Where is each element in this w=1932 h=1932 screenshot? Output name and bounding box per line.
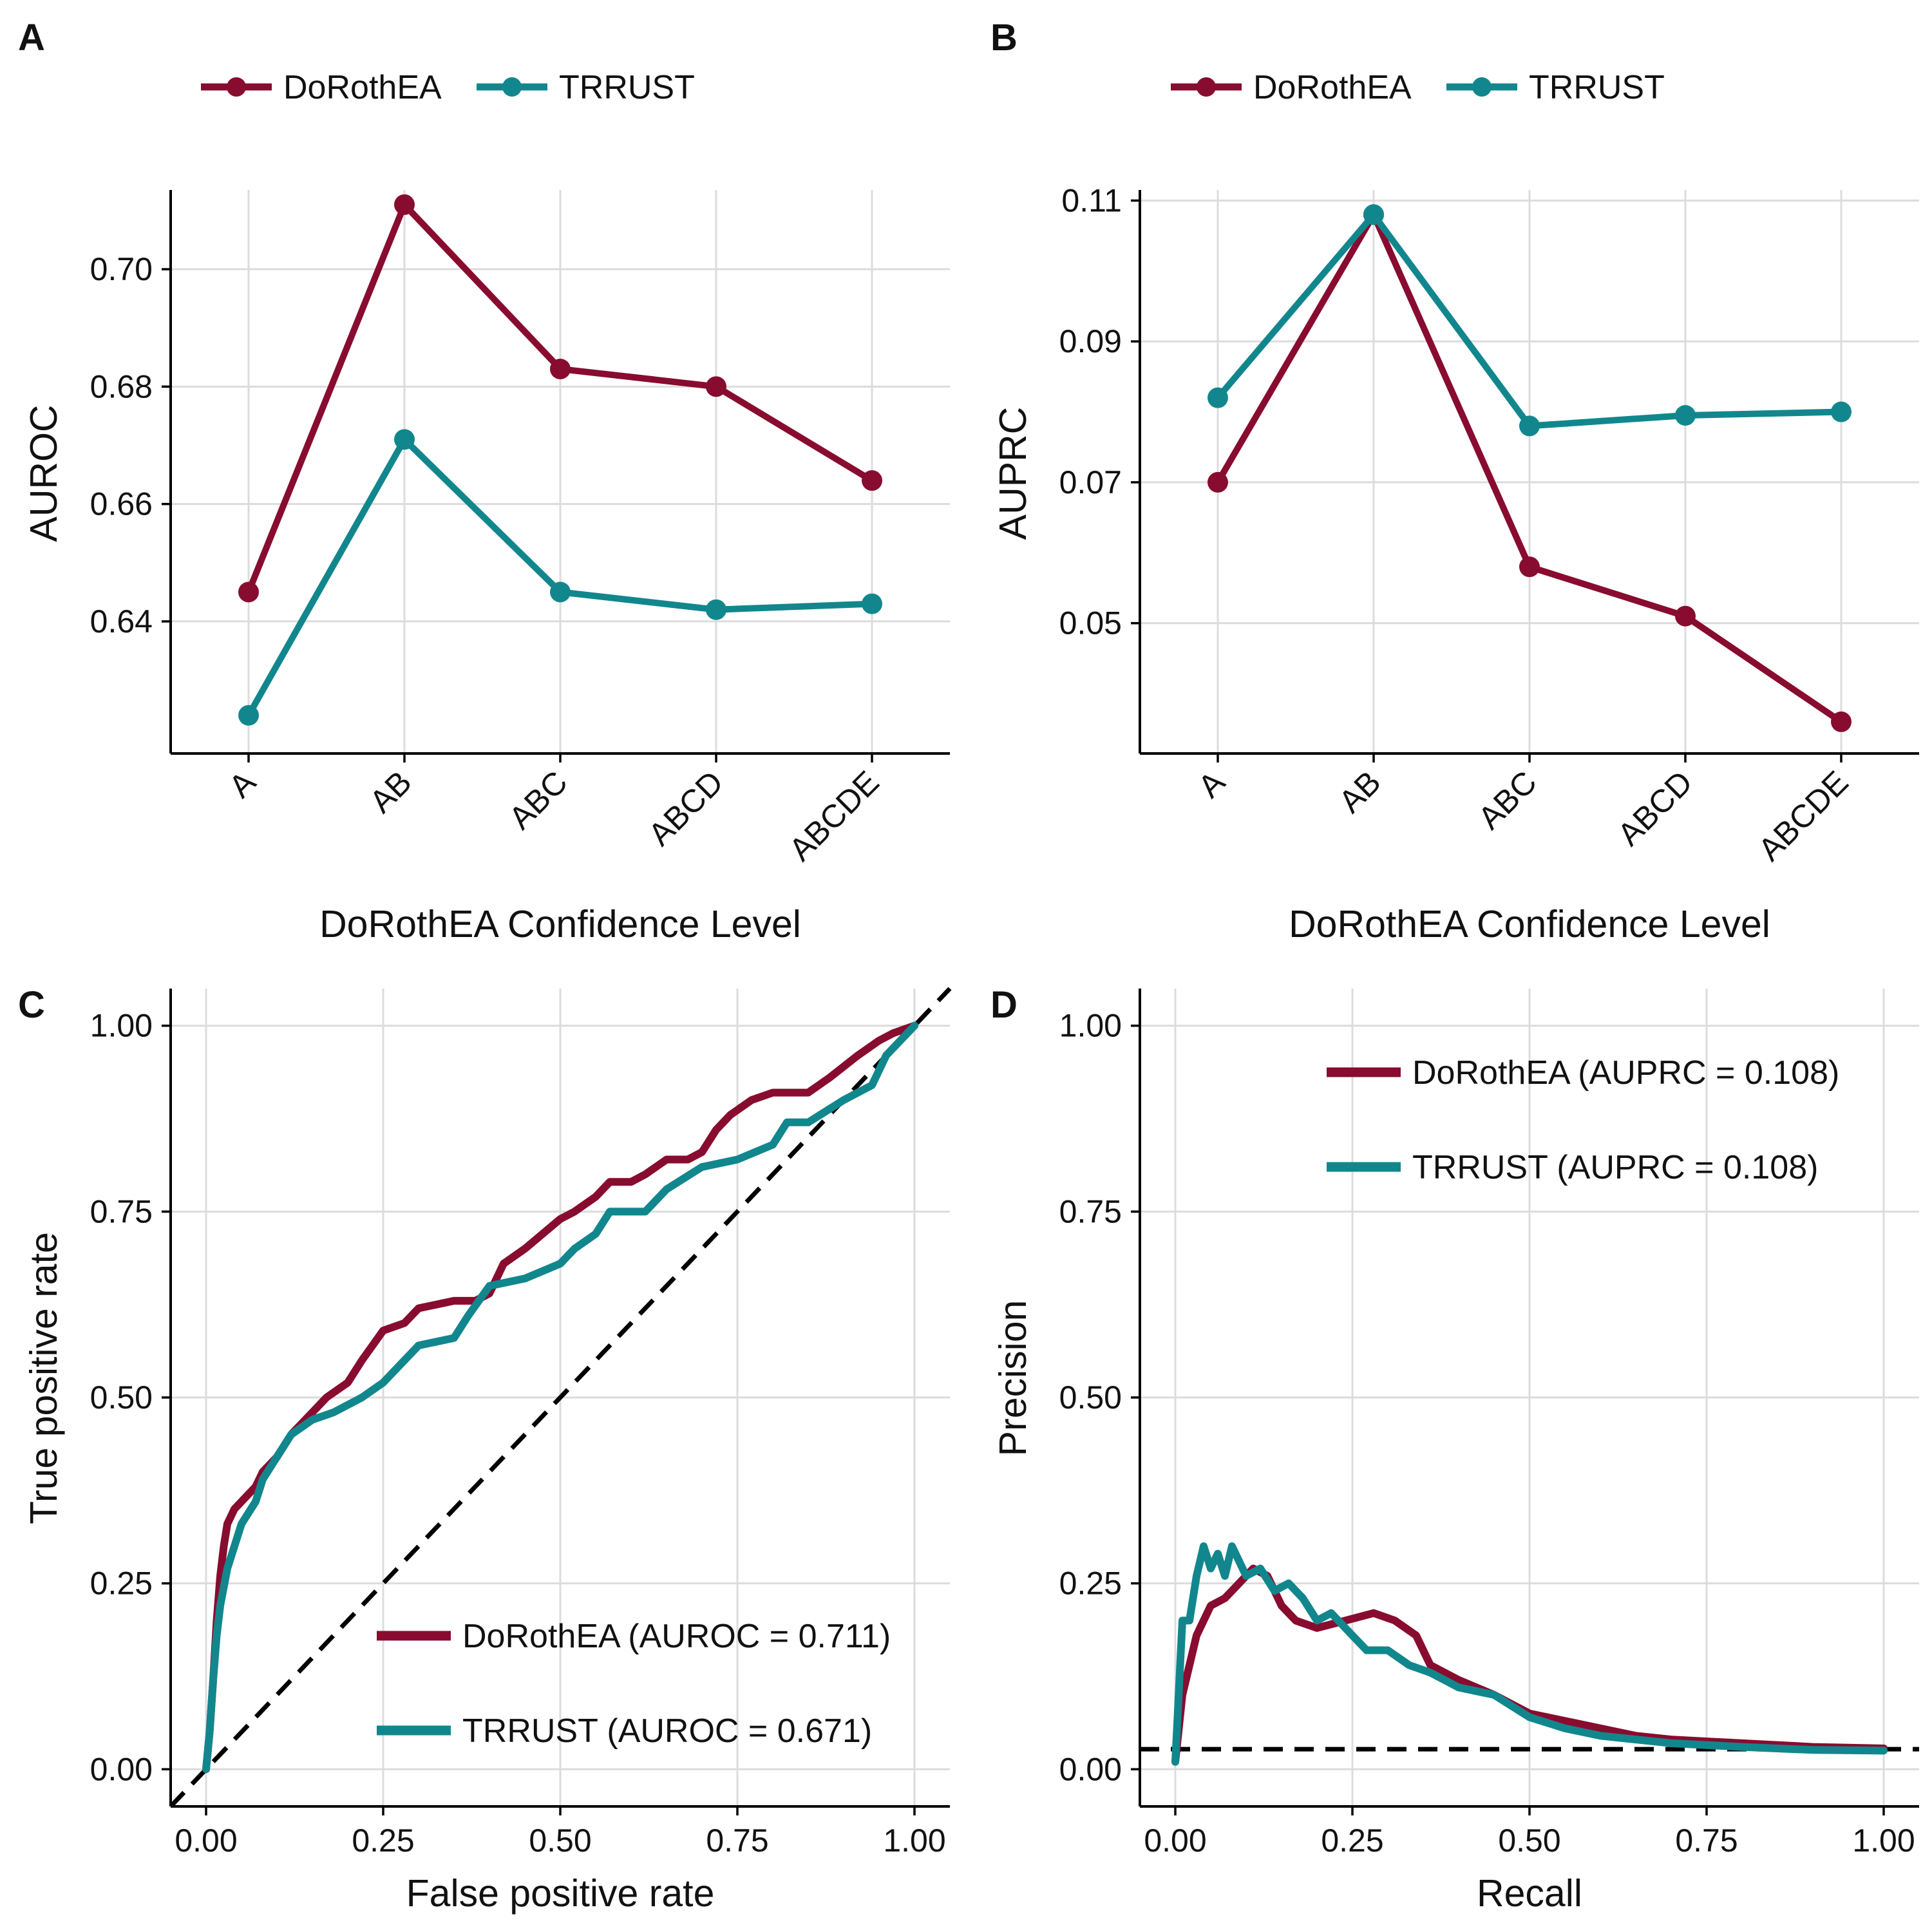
panel-a-legend-dorothea-marker: [227, 77, 246, 97]
panel-c-xtick-2: 0.50: [529, 1823, 591, 1859]
panel-d-xtick-1: 0.25: [1321, 1823, 1383, 1859]
panel-b-xtick-abcde: ABCDE: [1751, 764, 1855, 867]
panel-d-xtick-2: 0.50: [1498, 1823, 1560, 1859]
panel-a-plot: [162, 190, 950, 762]
panel-c-legend: DoRothEA (AUROC = 0.711) TRRUST (AUROC =…: [377, 1618, 891, 1750]
panel-c-ytick-2: 0.50: [90, 1379, 153, 1416]
panel-d-ytick-1: 0.25: [1059, 1566, 1122, 1602]
panel-c-trrust-line: [202, 1021, 918, 1774]
panel-b-legend-dorothea-marker: [1197, 77, 1216, 97]
panel-a-letter: A: [18, 17, 45, 59]
panel-b-trrust-point-1: [1363, 204, 1384, 225]
panel-a-legend-dorothea-label: DoRothEA: [283, 69, 442, 106]
panel-a-legend-trrust-marker: [502, 77, 522, 97]
panel-b-dorothea-point-0: [1208, 471, 1228, 493]
panel-b-legend-dorothea-label: DoRothEA: [1253, 69, 1412, 106]
panel-b-trrust-point-4: [1831, 401, 1852, 422]
panel-c-xtick-4: 1.00: [883, 1823, 945, 1859]
panel-d-xtick-0: 0.00: [1144, 1823, 1206, 1859]
panel-b-legend: DoRothEA TRRUST: [1171, 69, 1665, 106]
panel-a-ytick-1: 0.66: [90, 486, 153, 522]
panel-d: D 0.00 0.25 0.50 0.75 1.00 0.00 0.25 0.5…: [990, 984, 1919, 1915]
panel-d-dorothea-line: [1171, 1564, 1888, 1766]
panel-b-y-axis-title: AUPRC: [992, 407, 1034, 540]
panel-d-trrust-line: [1171, 1542, 1888, 1766]
panel-c: C 0.00 0.25 0.50 0.75 1.00 0.00 0.25 0.5…: [18, 984, 952, 1915]
panel-a-ytick-0: 0.64: [90, 603, 153, 639]
panel-d-ytick-2: 0.50: [1059, 1379, 1122, 1416]
panel-b-dorothea-point-3: [1675, 605, 1696, 627]
panel-b-xtick-a: A: [1191, 764, 1233, 805]
panel-d-legend: DoRothEA (AUPRC = 0.108) TRRUST (AUPRC =…: [1327, 1054, 1839, 1186]
panel-c-xtick-0: 0.00: [175, 1823, 237, 1859]
panel-b: B DoRothEA TRRUST A AB ABC ABCD ABCDE 0.…: [990, 17, 1919, 945]
panel-b-legend-trrust-label: TRRUST: [1529, 69, 1665, 106]
panel-a-xtick-abc: ABC: [502, 764, 574, 836]
panel-c-y-axis-title: True positive rate: [23, 1232, 65, 1524]
panel-a-trrust-point-1: [394, 429, 415, 450]
panel-d-legend-trrust-label: TRRUST (AUPRC = 0.108): [1412, 1149, 1818, 1186]
panel-b-x-axis-title: DoRothEA Confidence Level: [1289, 903, 1770, 945]
panel-a-xtick-abcd: ABCD: [641, 764, 730, 853]
panel-d-plot: [1131, 989, 1919, 1815]
panel-d-x-axis-title: Recall: [1477, 1872, 1582, 1915]
panel-c-reference-line: [169, 987, 952, 1808]
panel-a-xtick-abcde: ABCDE: [782, 764, 886, 867]
panel-a-dorothea-point-4: [862, 470, 882, 491]
panel-b-dorothea-point-4: [1831, 711, 1852, 732]
panel-d-letter: D: [990, 984, 1018, 1026]
panel-a-trrust-point-3: [706, 599, 726, 620]
panel-a-trrust-point-2: [550, 582, 571, 603]
panel-d-xtick-4: 1.00: [1852, 1823, 1915, 1859]
panel-b-plot: [1131, 190, 1919, 762]
panel-d-ytick-3: 0.75: [1059, 1193, 1122, 1229]
panel-a-xtick-a: A: [222, 764, 263, 805]
panel-c-x-axis-title: False positive rate: [406, 1872, 715, 1915]
panel-b-dorothea-point-2: [1519, 556, 1540, 578]
panel-b-xtick-abc: ABC: [1471, 764, 1543, 836]
panel-b-trrust-point-3: [1675, 405, 1696, 426]
panel-b-xtick-abcd: ABCD: [1611, 764, 1700, 853]
panel-c-ytick-0: 0.00: [90, 1751, 153, 1787]
panel-d-ytick-4: 1.00: [1059, 1008, 1122, 1044]
panel-d-xtick-3: 0.75: [1675, 1823, 1738, 1859]
panel-b-ytick-2: 0.09: [1059, 323, 1122, 359]
panel-a-y-axis-title: AUROC: [23, 404, 65, 542]
panel-a-ytick-3: 0.70: [90, 251, 153, 287]
panel-c-ytick-3: 0.75: [90, 1193, 153, 1229]
panel-a-dorothea-point-0: [238, 582, 259, 603]
panel-b-xtick-ab: AB: [1332, 764, 1388, 820]
panel-a-legend: DoRothEA TRRUST: [201, 69, 695, 106]
panel-d-legend-dorothea-label: DoRothEA (AUPRC = 0.108): [1412, 1054, 1839, 1092]
panel-c-ytick-1: 0.25: [90, 1566, 153, 1602]
panel-a-legend-trrust-label: TRRUST: [559, 69, 695, 106]
panel-a-xtick-ab: AB: [363, 764, 419, 820]
panel-b-letter: B: [990, 17, 1018, 59]
panel-c-plot: [162, 987, 952, 1815]
panel-c-xtick-3: 0.75: [706, 1823, 768, 1859]
panel-a-dorothea-point-3: [706, 376, 726, 397]
panel-c-ytick-4: 1.00: [90, 1008, 153, 1044]
panel-a-x-axis-title: DoRothEA Confidence Level: [319, 903, 801, 945]
panel-c-xtick-1: 0.25: [352, 1823, 414, 1859]
panel-a-dorothea-point-1: [394, 194, 415, 215]
panel-b-ytick-1: 0.07: [1059, 464, 1122, 500]
panel-a-trrust-point-4: [862, 593, 882, 614]
panel-a: A DoRothEA TRRUST A AB ABC ABCD ABCDE 0.…: [18, 17, 950, 945]
panel-c-letter: C: [18, 984, 45, 1026]
panel-b-trrust-point-0: [1208, 387, 1228, 408]
panel-a-trrust-point-0: [238, 705, 259, 726]
panel-a-ytick-2: 0.68: [90, 368, 153, 404]
panel-b-ytick-0: 0.05: [1059, 605, 1122, 641]
panel-b-legend-trrust-marker: [1472, 77, 1492, 97]
panel-c-legend-trrust-label: TRRUST (AUROC = 0.671): [462, 1712, 872, 1750]
panel-b-trrust-point-2: [1519, 415, 1540, 437]
panel-d-ytick-0: 0.00: [1059, 1751, 1122, 1787]
panel-c-legend-dorothea-label: DoRothEA (AUROC = 0.711): [462, 1618, 891, 1655]
panel-d-y-axis-title: Precision: [992, 1300, 1034, 1457]
panel-b-ytick-3: 0.11: [1061, 182, 1122, 218]
panel-a-dorothea-point-2: [550, 358, 571, 379]
